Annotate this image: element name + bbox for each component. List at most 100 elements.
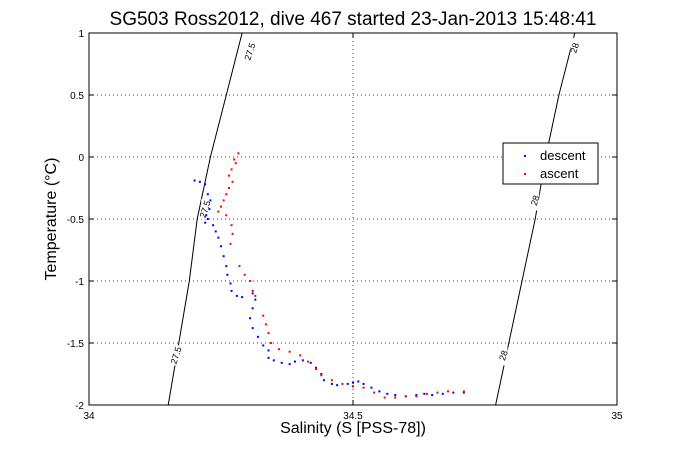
y-tick-label: -1.5 <box>67 339 85 350</box>
y-tick-label: 0.5 <box>70 91 84 102</box>
descent-point <box>315 366 318 369</box>
descent-point <box>322 379 325 382</box>
ascent-point <box>299 354 302 357</box>
descent-point <box>206 193 209 196</box>
ascent-point <box>352 385 354 388</box>
descent-point <box>362 382 365 385</box>
ascent-point <box>394 396 397 399</box>
descent-point <box>251 307 254 310</box>
ascent-point <box>262 314 265 317</box>
contour-label: 27.5 <box>243 42 258 62</box>
descent-point <box>431 394 434 397</box>
ascent-point <box>383 396 386 399</box>
ascent-point <box>243 273 246 276</box>
density-contour-line <box>167 32 243 406</box>
descent-point <box>293 360 296 363</box>
descent-point <box>235 294 238 297</box>
ascent-point <box>230 224 233 227</box>
x-tick-label: 34 <box>83 411 95 422</box>
ascent-point <box>264 323 267 326</box>
contour-label: 28 <box>568 42 581 55</box>
descent-point <box>441 392 444 395</box>
gridlines <box>89 33 617 405</box>
descent-point <box>249 317 252 320</box>
descent-point <box>267 349 270 352</box>
contour-label: 27.5 <box>198 199 213 219</box>
ascent-point <box>436 391 439 394</box>
ascent-point <box>278 348 281 351</box>
ascent-point <box>233 158 236 161</box>
descent-point <box>198 180 201 183</box>
y-axis-label: Temperature (°C) <box>43 158 60 281</box>
descent-point <box>230 289 233 292</box>
descent-point <box>226 273 229 276</box>
ascent-point <box>231 180 234 183</box>
descent-point <box>386 392 389 395</box>
ascent-point <box>341 382 344 385</box>
descent-point <box>251 292 254 295</box>
legend-box <box>502 142 599 185</box>
ascent-point <box>315 368 318 371</box>
y-tick-label: -2 <box>75 401 84 412</box>
descent-point <box>204 221 207 224</box>
descent-point <box>394 394 397 397</box>
descent-point <box>225 265 228 268</box>
density-contour-line <box>495 32 576 406</box>
contour-label-bg <box>201 199 210 220</box>
descent-point <box>272 359 275 362</box>
ascent-point <box>227 174 230 177</box>
descent-point <box>415 394 418 397</box>
y-tick-label: 1 <box>78 29 84 40</box>
ascent-point <box>220 205 222 208</box>
density-contours: 27.5 27.5 27.5 28 28 28 <box>167 32 581 406</box>
descent-point <box>346 382 349 385</box>
descent-point <box>336 384 339 387</box>
descent-point <box>254 298 257 301</box>
descent-point <box>212 224 215 227</box>
descent-point <box>357 380 360 383</box>
axis-ticks: 34 34.5 35 -2 -1.5 -1 -0.5 0 0.5 1 <box>67 29 623 422</box>
chart-title: SG503 Ross2012, dive 467 started 23-Jan-… <box>110 9 597 30</box>
y-tick-label: 0 <box>78 153 84 164</box>
descent-point <box>241 296 244 299</box>
contour-label-bg <box>570 37 579 58</box>
descent-point <box>251 327 254 330</box>
ascent-point <box>227 187 230 189</box>
ascent-point <box>238 265 241 268</box>
ascent-point <box>288 350 291 353</box>
ascent-point <box>404 395 407 398</box>
ascent-point <box>320 374 323 377</box>
descent-point <box>423 392 426 395</box>
ascent-point <box>249 280 252 282</box>
ascent-point <box>307 360 310 363</box>
contour-label-bg <box>172 345 181 366</box>
contour-label-bg <box>246 41 255 62</box>
legend-label-descent: descent <box>540 148 586 163</box>
contour-label-bg <box>531 190 540 211</box>
ascent-point <box>230 168 233 171</box>
descent-point <box>462 391 465 394</box>
ascent-point <box>254 294 257 297</box>
contour-label-bg <box>499 345 508 366</box>
descent-point <box>193 179 196 182</box>
ascent-point <box>425 392 428 395</box>
descent-point <box>288 363 291 366</box>
legend: descent ascent <box>502 142 599 185</box>
ascent-point <box>267 332 270 335</box>
descent-point <box>352 381 354 384</box>
ascent-point <box>222 199 225 202</box>
descent-point <box>280 361 283 364</box>
y-tick-label: -1 <box>75 277 84 288</box>
descent-point <box>309 361 312 364</box>
ascent-point <box>229 242 232 245</box>
descent-point <box>262 344 265 347</box>
contour-label: 28 <box>497 349 510 362</box>
descent-point <box>320 373 323 375</box>
descent-point <box>330 382 333 385</box>
legend-marker-ascent <box>524 173 526 175</box>
descent-point <box>378 390 381 393</box>
descent-point <box>205 214 208 217</box>
descent-point <box>214 230 217 233</box>
ascent-point <box>462 390 465 393</box>
ascent-point <box>415 395 418 398</box>
